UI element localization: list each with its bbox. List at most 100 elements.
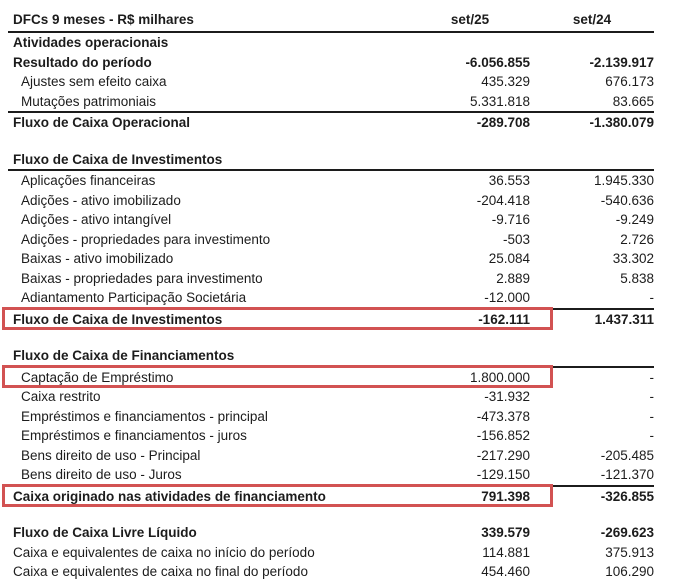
value-set24: -121.370 [600,467,654,482]
value-set25: -473.378 [476,408,530,424]
table-row: Ajustes sem efeito caixa 435.329 676.173 [8,72,654,92]
value-set25: 25.084 [488,251,530,266]
value-set25: 435.329 [481,74,530,89]
value-set24: -1.380.079 [589,115,654,130]
section-header-row: Fluxo de Caixa de Investimentos [8,150,654,171]
value-set24: - [649,290,655,305]
value-set24 [530,346,654,366]
value-set24: 33.302 [612,251,654,266]
row-label: Adições - ativo imobilizado [21,192,181,208]
value-set24: 676.173 [605,74,654,89]
row-label: Adiantamento Participação Societária [21,290,247,305]
value-set25: 36.553 [488,173,530,188]
value-set24: 375.913 [605,544,654,560]
row-label: Fluxo de Caixa Operacional [13,115,191,130]
row-label: Atividades operacionais [13,35,169,50]
total-row: Fluxo de Caixa de Investimentos -162.111 1… [2,306,654,330]
value-set25: 1.800.000 [469,369,530,385]
value-set24: - [649,408,655,424]
table-row: Adiantamento Participação Societária -12.… [8,288,654,308]
value-set25 [410,150,530,170]
value-set24: -2.139.917 [589,54,654,70]
value-set25: -6.056.855 [465,54,530,70]
column-header-set25: set/25 [450,12,490,27]
table-header-row: DFCs 9 meses - R$ milhares set/25 set/24 [8,9,654,33]
table-row: Adições - propriedades para investimento… [8,230,654,250]
table-row: Empréstimos e financiamentos - principal… [8,407,654,427]
value-set25: -289.708 [476,115,530,130]
spacer-row [8,506,654,523]
column-header-set24: set/24 [572,12,612,27]
value-set24: -205.485 [600,447,654,463]
value-set25: 5.331.818 [469,93,530,109]
row-label: Captação de Empréstimo [21,369,174,385]
row-label: Adições - propriedades para investimento [21,231,271,247]
spacer-row [8,329,654,346]
table-row: Caixa restrito -31.932 - [8,387,654,407]
row-label: Aplicações financeiras [21,173,156,188]
value-set25: 454.460 [481,564,530,579]
row-label: Fluxo de Caixa de Investimentos [13,311,223,327]
total-row: Fluxo de Caixa Livre Líquido 339.579 -269.… [8,523,654,543]
row-label: Fluxo de Caixa de Financiamentos [13,348,235,363]
row-label: Caixa restrito [21,389,101,404]
total-row: Caixa originado nas atividades de financ… [2,483,654,507]
table-row: Baixas - propriedades para investimento 2… [8,269,654,289]
row-label: Bens direito de uso - Principal [21,447,201,463]
table-row: Mutações patrimoniais 5.331.818 83.665 [8,92,654,112]
value-set25: 2.889 [496,270,530,286]
row-label: Baixas - propriedades para investimento [21,270,263,286]
table-row: Baixas - ativo imobilizado 25.084 33.302 [8,249,654,269]
row-label: Mutações patrimoniais [21,93,157,109]
table-row: Empréstimos e financiamentos - juros -156… [8,426,654,446]
value-set24: - [649,428,655,443]
spacer-row [8,133,654,150]
row-label: Empréstimos e financiamentos - juros [21,428,247,443]
value-set24: 1.437.311 [594,311,654,327]
row-label: Resultado do período [13,54,152,70]
row-label: Caixa e equivalentes de caixa no início … [13,544,315,560]
value-set24: - [649,369,655,385]
section-header-row: Fluxo de Caixa de Financiamentos [8,346,654,368]
value-set24: -326.855 [600,488,654,504]
value-set25: -503 [502,231,530,247]
table-row: Caixa e equivalentes de caixa no início … [8,543,654,563]
total-row: Resultado do período -6.056.855 -2.139.917 [8,53,654,73]
value-set25 [410,346,530,366]
value-set24: 2.726 [620,231,654,247]
value-set25: -162.111 [478,311,530,327]
row-label: Caixa e equivalentes de caixa no final d… [13,564,308,579]
table-title: DFCs 9 meses - R$ milhares [13,12,194,27]
table-row: Adições - ativo intangível -9.716 -9.249 [8,210,654,230]
value-set24: -269.623 [600,525,654,540]
value-set25: -204.418 [476,192,530,208]
value-set25: -156.852 [476,428,530,443]
table-row: Captação de Empréstimo 1.800.000 - [2,364,655,388]
total-row: Fluxo de Caixa Operacional -289.708 -1.380… [8,111,654,133]
value-set24: 5.838 [620,270,654,286]
table-row: Bens direito de uso - Juros -129.150 -121.… [8,465,654,485]
table-row: Caixa e equivalentes de caixa no final d… [8,562,654,582]
value-set24: - [649,389,655,404]
table-row: Aplicações financeiras 36.553 1.945.330 [8,171,654,191]
row-label: Caixa originado nas atividades de financ… [13,488,326,504]
value-set25: -217.290 [476,447,530,463]
row-label: Bens direito de uso - Juros [21,467,182,482]
value-set25: -9.716 [491,212,530,227]
value-set24 [530,150,654,170]
value-set24: 83.665 [612,93,654,109]
row-label: Baixas - ativo imobilizado [21,251,174,266]
row-label: Fluxo de Caixa de Investimentos [13,151,223,167]
row-label: Adições - ativo intangível [21,212,172,227]
table-body: Atividades operacionais Resultado do perí… [2,33,655,582]
row-label: Empréstimos e financiamentos - principal [21,408,268,424]
value-set25: -31.932 [484,389,530,404]
value-set24 [530,33,654,53]
value-set24: 106.290 [605,564,654,579]
value-set25: 339.579 [481,525,530,540]
row-label: Ajustes sem efeito caixa [21,74,167,89]
value-set25: 791.398 [481,488,530,504]
value-set25: 114.881 [482,544,530,560]
value-set25: -129.150 [476,467,530,482]
